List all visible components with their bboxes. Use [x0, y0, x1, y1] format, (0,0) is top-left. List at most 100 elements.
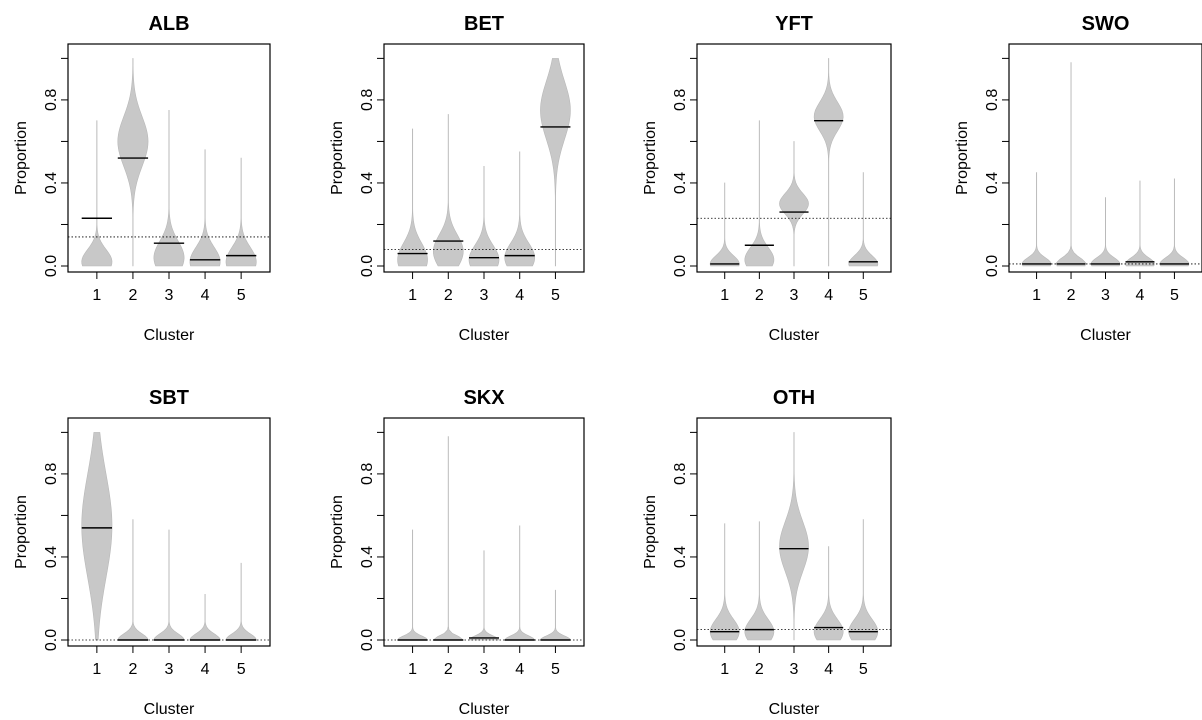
- x-tick-label: 1: [1032, 287, 1041, 304]
- chart-title: SKX: [463, 387, 505, 409]
- violin-5: [540, 589, 571, 641]
- y-axis-label: Proportion: [13, 495, 30, 569]
- x-tick-label: 4: [824, 287, 833, 304]
- violin-2: [1056, 62, 1086, 267]
- chart-panel-skx: SKX 0.0 0.4 0.8 Proportion 1 2 3 4 5 Cluster: [329, 387, 585, 718]
- chart-panel-oth: OTH 0.0 0.4 0.8 Proportion 1 2 3 4 5 Cluster: [642, 387, 892, 718]
- y-tick-label: 0.0: [359, 629, 376, 651]
- violin-1: [396, 529, 429, 641]
- x-tick-label: 5: [859, 287, 868, 304]
- x-tick-label: 1: [408, 287, 417, 304]
- y-axis-label: Proportion: [954, 121, 971, 195]
- x-tick-label: 3: [1101, 287, 1110, 304]
- violin-4: [504, 151, 536, 267]
- y-tick-label: 0.8: [359, 89, 376, 111]
- violin-5: [225, 157, 257, 267]
- y-tick-label: 0.4: [359, 546, 376, 568]
- violin-3: [153, 109, 185, 267]
- violin-5: [1159, 178, 1190, 267]
- chart-panel-sbt: SBT 0.0 0.4 0.8 Proportion 1 2 3 4 5 Cluster: [13, 387, 271, 718]
- violin-3: [468, 166, 500, 267]
- violin-4: [189, 149, 221, 267]
- y-tick-label: 0.8: [43, 89, 60, 111]
- y-tick-label: 0.0: [672, 629, 689, 651]
- violin-2: [744, 521, 775, 641]
- x-tick-label: 2: [444, 287, 453, 304]
- y-tick-label: 0.4: [672, 546, 689, 568]
- x-axis-label: Cluster: [459, 701, 510, 718]
- y-tick-label: 0.4: [672, 172, 689, 194]
- chart-title: YFT: [775, 13, 813, 35]
- violin-2: [117, 519, 149, 641]
- chart-title: OTH: [773, 387, 815, 409]
- x-tick-label: 2: [755, 287, 764, 304]
- y-tick-label: 0.0: [984, 255, 1001, 277]
- chart-panel-swo: SWO 0.0 0.4 0.8 Proportion 1 2 3 4 5 Cluster: [954, 13, 1202, 344]
- chart-title: BET: [464, 13, 504, 35]
- x-tick-label: 2: [1067, 287, 1076, 304]
- x-tick-label: 4: [515, 287, 524, 304]
- chart-panel-alb: ALB 0.0 0.4 0.8 Proportion 1 2 3 4 5 Cluster: [13, 13, 271, 344]
- y-axis-label: Proportion: [13, 121, 30, 195]
- violin-3: [779, 432, 809, 641]
- x-tick-label: 1: [720, 287, 729, 304]
- violin-1: [1021, 172, 1052, 267]
- chart-title: SBT: [149, 387, 189, 409]
- chart-panel-yft: YFT 0.0 0.4 0.8 Proportion 1 2 3 4 5 Cluster: [642, 13, 892, 344]
- violin-2: [432, 436, 465, 641]
- x-tick-label: 3: [480, 661, 489, 678]
- y-tick-label: 0.0: [43, 629, 60, 651]
- y-tick-label: 0.0: [43, 255, 60, 277]
- x-tick-label: 1: [408, 661, 417, 678]
- y-tick-label: 0.8: [672, 89, 689, 111]
- x-tick-label: 5: [237, 661, 246, 678]
- x-tick-label: 1: [92, 287, 101, 304]
- y-tick-label: 0.8: [43, 463, 60, 485]
- x-tick-label: 4: [515, 661, 524, 678]
- chart-title: ALB: [148, 13, 189, 35]
- x-axis-label: Cluster: [144, 327, 195, 344]
- violin-5: [848, 172, 879, 267]
- violin-1: [709, 523, 740, 641]
- violin-1: [81, 120, 113, 267]
- x-tick-label: 4: [824, 661, 833, 678]
- x-tick-label: 2: [128, 661, 137, 678]
- x-tick-label: 2: [444, 661, 453, 678]
- violin-5: [540, 58, 571, 267]
- x-axis-label: Cluster: [1080, 327, 1131, 344]
- y-axis-label: Proportion: [642, 121, 659, 195]
- violin-3: [779, 141, 809, 267]
- y-axis-label: Proportion: [642, 495, 659, 569]
- y-tick-label: 0.4: [43, 172, 60, 194]
- y-axis-label: Proportion: [329, 495, 346, 569]
- y-tick-label: 0.8: [672, 463, 689, 485]
- x-tick-label: 4: [201, 287, 210, 304]
- violin-5: [848, 519, 879, 641]
- violin-3: [153, 529, 185, 641]
- y-axis-label: Proportion: [329, 121, 346, 195]
- violin-4: [504, 525, 536, 641]
- x-tick-label: 3: [480, 287, 489, 304]
- violin-4: [1125, 180, 1155, 267]
- x-tick-label: 2: [755, 661, 764, 678]
- violin-4: [813, 546, 844, 641]
- x-tick-label: 4: [201, 661, 210, 678]
- y-tick-label: 0.0: [359, 255, 376, 277]
- x-tick-label: 4: [1136, 287, 1145, 304]
- violin-2: [117, 58, 149, 267]
- x-tick-label: 5: [859, 661, 868, 678]
- violin-2: [744, 120, 775, 267]
- chart-title: SWO: [1082, 13, 1130, 35]
- x-axis-label: Cluster: [769, 327, 820, 344]
- x-axis-label: Cluster: [769, 701, 820, 718]
- x-tick-label: 1: [92, 661, 101, 678]
- x-tick-label: 3: [165, 287, 174, 304]
- chart-panel-bet: BET 0.0 0.4 0.8 Proportion 1 2 3 4 5 Cluster: [329, 13, 585, 344]
- x-axis-label: Cluster: [144, 701, 195, 718]
- violin-1: [81, 432, 113, 641]
- y-tick-label: 0.8: [984, 89, 1001, 111]
- x-tick-label: 3: [790, 661, 799, 678]
- y-tick-label: 0.0: [672, 255, 689, 277]
- violin-3: [1090, 197, 1121, 267]
